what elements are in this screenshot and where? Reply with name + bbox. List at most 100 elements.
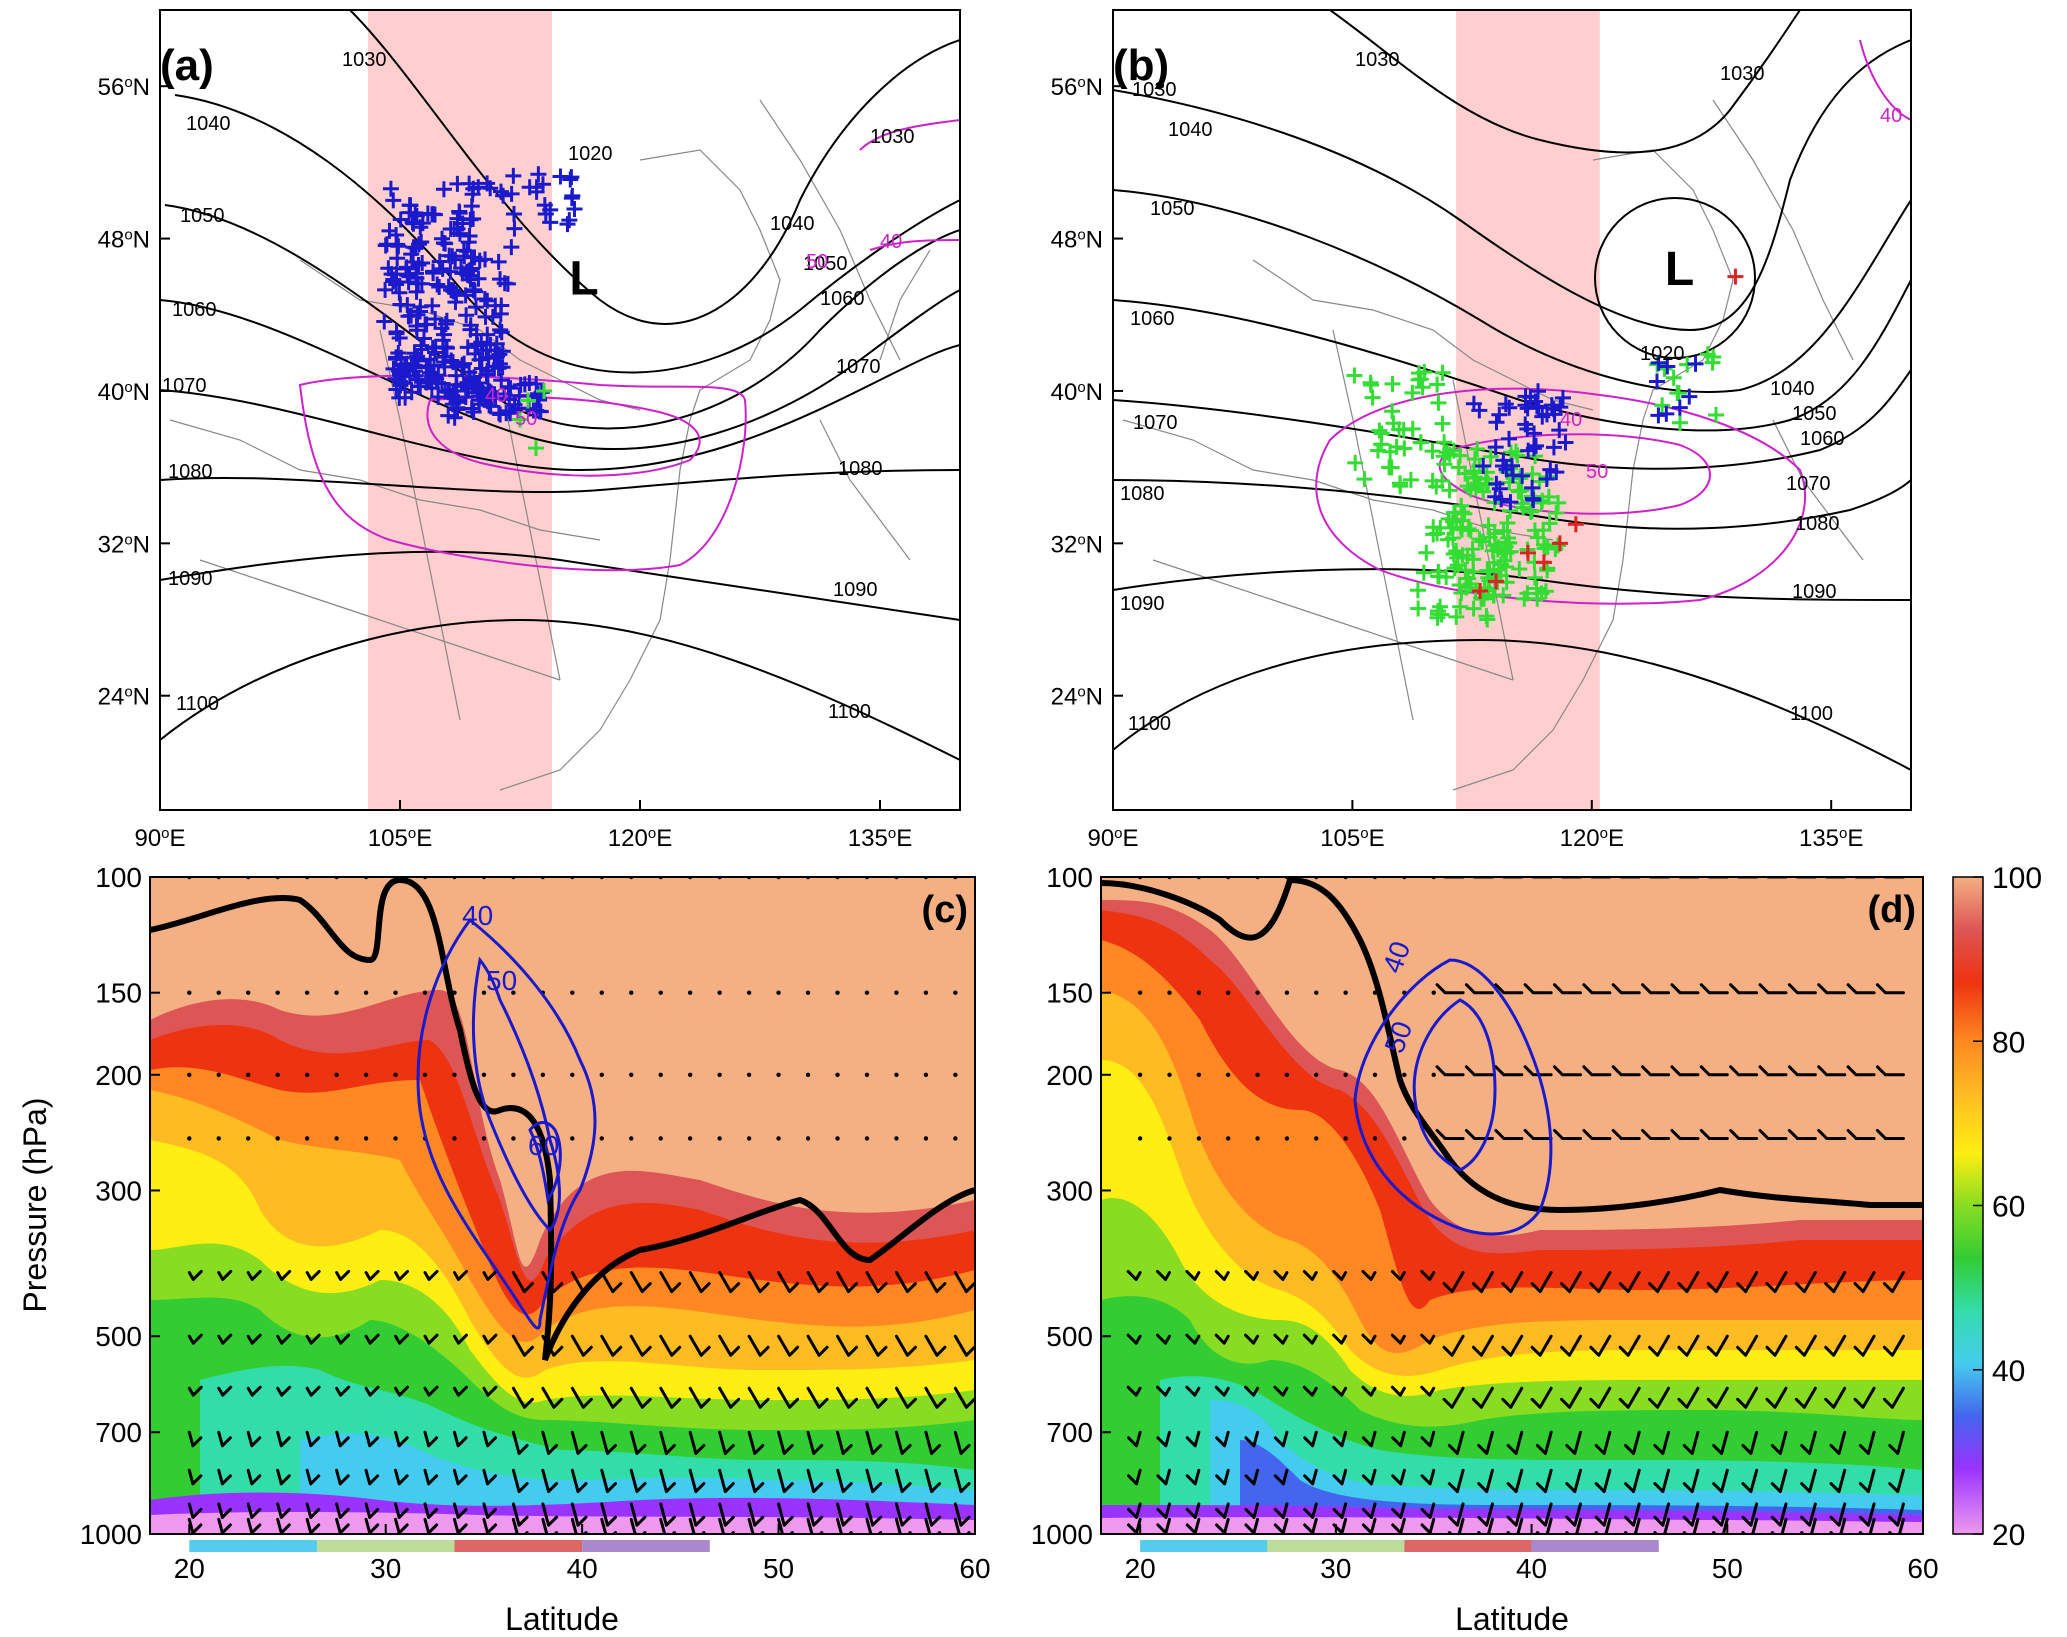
panel-d-wind-barb <box>1729 1128 1759 1140</box>
panel-d-wind-barb <box>1464 1065 1494 1077</box>
panel-d-wind-barb <box>1530 1271 1553 1294</box>
panel-c-latitude-band <box>582 1540 710 1552</box>
panel-b-marker <box>1445 546 1462 563</box>
panel-c-wind-barb <box>953 990 958 995</box>
panel-b-contour-label: 1060 <box>1800 428 1845 450</box>
panel-c-wind-barb <box>187 1517 203 1534</box>
panel-d-wind-barb <box>1765 1334 1788 1357</box>
panel-d-wind-barb <box>1624 1468 1641 1494</box>
panel-b-marker <box>1415 564 1432 581</box>
panel-c-xtick-label: 30 <box>370 1553 401 1584</box>
panel-d-wind-barb <box>1648 1271 1671 1294</box>
panel-c-wind-barb <box>305 1430 321 1448</box>
panel-b-marker <box>1497 396 1514 413</box>
panel-b-marker <box>1557 434 1574 451</box>
panel-b-marker <box>1459 547 1476 564</box>
panel-a-marker <box>465 403 482 420</box>
panel-c-wind-barb <box>658 990 663 995</box>
panel-a-contour-label: 1070 <box>836 356 881 378</box>
panel-b-marker <box>1650 407 1667 424</box>
panel-b-marker <box>1659 358 1676 375</box>
panel-b-marker <box>1535 554 1552 571</box>
panel-d-wind-barb <box>1553 1065 1582 1077</box>
panel-d-wind-barb <box>1565 1468 1582 1494</box>
panel-d-wind-barb <box>1214 1269 1230 1281</box>
panel-b-contour-label: 1050 <box>1792 403 1837 425</box>
panel-b-contour-label: 1090 <box>1120 593 1165 615</box>
panel-a-marker <box>467 345 484 362</box>
panel-c-wind-barb <box>217 1502 232 1519</box>
panel-a-jet-label: 40 <box>485 385 507 407</box>
panel-c-wind-barb <box>865 1334 888 1357</box>
panel-c-wind-barb <box>600 1334 623 1357</box>
panel-c-wind-barb <box>275 1072 280 1077</box>
panel-c-wind-barb <box>482 1333 498 1345</box>
panel-d-wind-barb <box>1712 1430 1729 1455</box>
panel-c-wind-barb <box>600 1502 617 1527</box>
panel-a-marker <box>492 321 509 338</box>
panel-d-wind-barb <box>1653 1502 1671 1527</box>
panel-d-wind-barb <box>1361 1468 1377 1486</box>
panel-d-wind-barb <box>1741 1468 1759 1494</box>
panel-b-marker <box>1545 439 1562 456</box>
panel-c-wind-barb <box>658 1136 663 1141</box>
panel-c-wind-barb <box>335 1517 350 1534</box>
panel-d-wind-barb <box>1765 877 1788 879</box>
panel-c-wind-barb <box>304 1072 310 1077</box>
panel-a-marker <box>457 378 474 395</box>
panel-c-wind-barb <box>452 1430 468 1448</box>
panel-a-ytick-label: 24oN <box>98 683 150 711</box>
panel-c-wind-barb <box>718 1430 735 1455</box>
panel-c-wind-barb <box>305 1502 321 1519</box>
panel-c-wind-barb <box>836 1502 853 1527</box>
panel-d-wind-barb <box>1214 1385 1230 1397</box>
panel-d-wind-barb <box>1255 1072 1260 1077</box>
panel-d-wind-barb <box>1800 1468 1817 1494</box>
panel-b-contour-label: 1080 <box>1795 513 1840 535</box>
panel-c-wind-barb <box>276 1333 292 1345</box>
panel-a-marker <box>520 392 536 409</box>
panel-d-wind-barb <box>1361 1385 1377 1397</box>
panel-d-wind-barb <box>1565 1430 1582 1455</box>
panel-d-wind-barb <box>1435 1128 1465 1140</box>
panel-d-ytick-label: 300 <box>1046 1175 1093 1206</box>
panel-d-wind-barb <box>1712 1502 1729 1527</box>
panel-a-marker <box>447 251 464 268</box>
panel-a-marker <box>479 292 496 309</box>
panel-b-contour-label: 1070 <box>1133 412 1178 434</box>
panel-a-marker <box>434 260 451 277</box>
panel-c-wind-barb <box>394 1502 409 1519</box>
panel-d-wind-barb <box>1244 1430 1260 1448</box>
panel-d-wind-barb <box>1215 1517 1230 1534</box>
panel-c-wind-barb <box>511 1072 516 1077</box>
panel-c-wind-barb <box>541 1430 559 1455</box>
panel-b-marker <box>1491 480 1508 497</box>
panel-c-wind-barb <box>422 1072 428 1077</box>
panel-a-marker <box>566 200 583 217</box>
panel-d-wind-barb <box>1858 1430 1876 1455</box>
panel-b-low-label: L <box>1665 243 1694 296</box>
panel-a-marker <box>506 396 523 413</box>
panel-c-wind-barb <box>629 1502 647 1527</box>
panel-c-wind-barb <box>541 1386 564 1409</box>
panel-d-wind-barb <box>1185 1333 1201 1345</box>
panel-c-wind-barb <box>276 1430 291 1448</box>
panel-c-wind-barb <box>599 1072 604 1077</box>
panel-c-wind-barb <box>924 1430 942 1455</box>
panel-b-marker <box>1410 600 1427 617</box>
panel-d-wind-barb <box>1464 1128 1494 1140</box>
panel-b-marker <box>1429 376 1446 393</box>
panel-b-marker <box>1496 552 1513 569</box>
panel-c-wind-barb <box>924 1334 947 1357</box>
panel-b-marker <box>1373 436 1390 453</box>
panel-c-wind-barb <box>688 1271 711 1294</box>
panel-a-marker <box>451 225 468 242</box>
panel-c-wind-barb <box>688 1334 711 1357</box>
panel-d-wind-barb <box>1560 1334 1582 1357</box>
panel-c-wind-barb <box>924 1502 942 1527</box>
panel-d-wind-barb <box>1137 1072 1143 1077</box>
panel-c-wind-barb <box>777 1468 794 1494</box>
panel-a-jet-label: 50 <box>515 408 537 430</box>
panel-d-wind-barb <box>1770 1502 1788 1527</box>
panel-c-humidity-fill <box>150 990 975 1534</box>
